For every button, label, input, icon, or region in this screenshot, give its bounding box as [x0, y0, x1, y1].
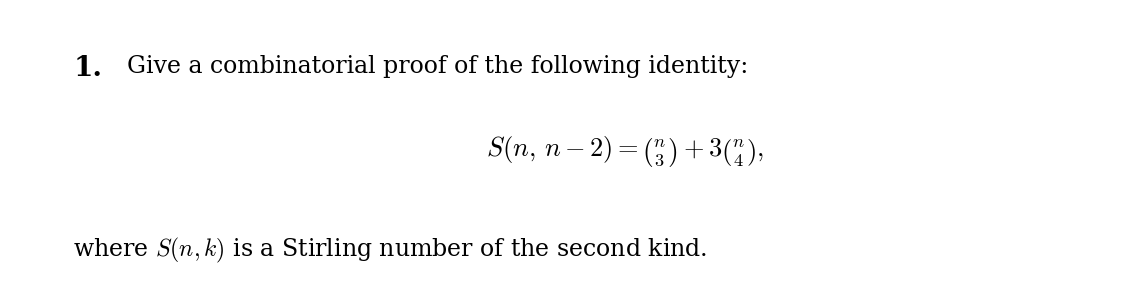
Text: where $S(n, k)$ is a Stirling number of the second kind.: where $S(n, k)$ is a Stirling number of … [73, 236, 707, 265]
Text: 1.: 1. [73, 55, 102, 82]
Text: $S(n,\, n - 2) = \binom{n}{3} + 3\binom{n}{4},$: $S(n,\, n - 2) = \binom{n}{3} + 3\binom{… [485, 135, 765, 170]
Text: Give a combinatorial proof of the following identity:: Give a combinatorial proof of the follow… [127, 55, 749, 78]
